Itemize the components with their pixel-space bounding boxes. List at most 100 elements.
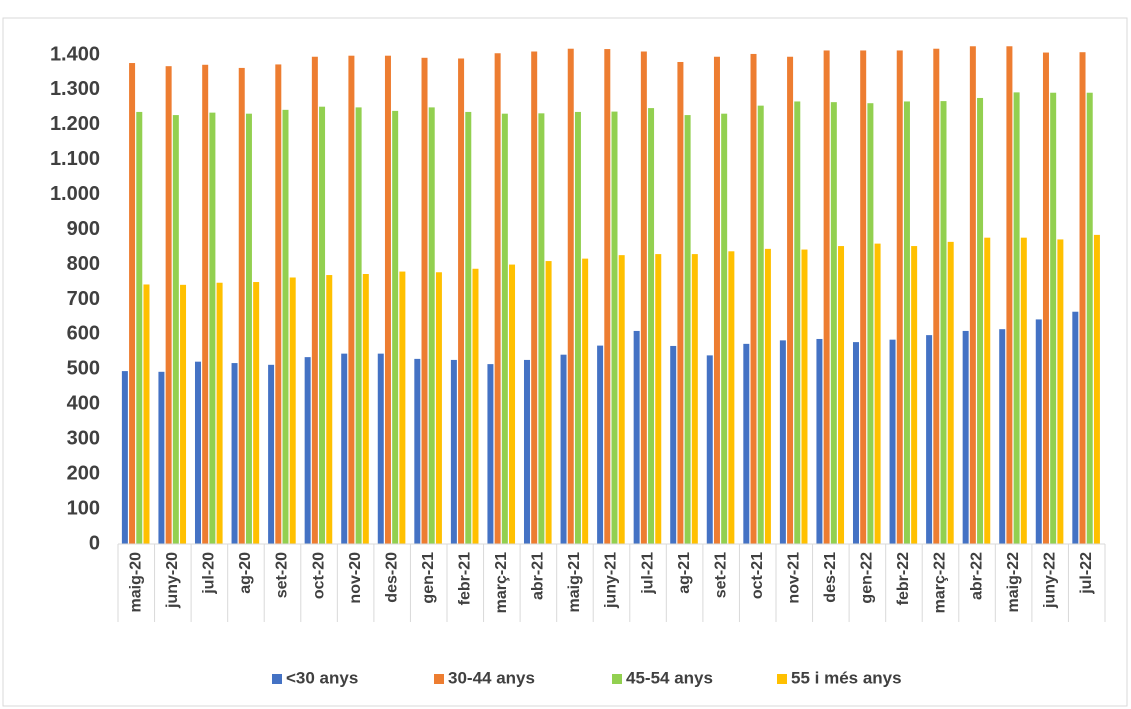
- bar: [750, 53, 757, 544]
- bar: [816, 338, 823, 544]
- bar: [245, 113, 252, 545]
- bar: [238, 67, 245, 544]
- bar: [911, 246, 918, 545]
- bar: [341, 353, 348, 544]
- bar: [926, 335, 933, 544]
- x-tick-label: set-21: [712, 552, 729, 598]
- bar: [867, 103, 874, 545]
- bar: [282, 109, 289, 544]
- bar: [713, 56, 720, 544]
- bar: [597, 345, 604, 544]
- bar: [801, 249, 808, 545]
- x-tick-label: nov-20: [347, 552, 364, 604]
- bar: [1050, 92, 1057, 545]
- bar: [633, 330, 640, 544]
- x-tick-label: febr-22: [895, 552, 912, 605]
- bar: [1057, 239, 1064, 544]
- x-tick-label: juny-22: [1041, 552, 1058, 609]
- legend-swatch: [272, 674, 282, 684]
- bar: [640, 51, 647, 544]
- bar: [670, 345, 677, 544]
- bar: [209, 112, 216, 544]
- x-tick-label: febr-21: [456, 552, 473, 605]
- bar: [450, 359, 457, 544]
- bar: [501, 113, 508, 545]
- bar: [545, 261, 552, 544]
- legend-label: 55 i més anys: [791, 668, 902, 687]
- legend-swatch: [434, 674, 444, 684]
- x-tick-label: jul-21: [639, 552, 656, 595]
- y-tick-label: 1.200: [50, 113, 100, 135]
- bar: [604, 49, 611, 545]
- x-tick-label: oct-20: [310, 552, 327, 599]
- x-tick-label: gen-21: [420, 552, 437, 604]
- bar: [1035, 319, 1042, 544]
- bar: [757, 105, 764, 545]
- bar: [326, 275, 333, 544]
- bar: [874, 243, 881, 544]
- bar: [706, 355, 713, 544]
- bar: [143, 284, 150, 544]
- x-tick-label: abr-21: [530, 552, 547, 600]
- bar: [611, 111, 618, 544]
- bar: [779, 340, 786, 544]
- bar: [377, 353, 384, 544]
- x-tick-label: des-20: [383, 552, 400, 603]
- bar: [947, 241, 954, 544]
- y-tick-label: 500: [67, 358, 100, 380]
- bar: [1086, 92, 1093, 545]
- y-tick-label: 800: [67, 253, 100, 275]
- bar: [129, 63, 136, 545]
- bar: [1079, 52, 1086, 544]
- bar: [531, 51, 538, 544]
- legend-label: 45-54 anys: [626, 668, 713, 687]
- y-tick-label: 300: [67, 427, 100, 449]
- bar: [311, 56, 318, 544]
- bar: [684, 115, 691, 544]
- y-tick-label: 1.000: [50, 183, 100, 205]
- bar: [494, 53, 501, 544]
- bar: [933, 48, 940, 544]
- bar: [889, 339, 896, 544]
- legend-swatch: [777, 674, 787, 684]
- bar: [523, 359, 530, 544]
- x-tick-label: març-22: [932, 552, 949, 613]
- bar: [1020, 237, 1027, 544]
- bar: [860, 50, 867, 544]
- y-tick-label: 700: [67, 288, 100, 310]
- legend-label: <30 anys: [286, 668, 358, 687]
- x-tick-label: ag-20: [237, 552, 254, 594]
- bar: [472, 268, 479, 544]
- bar: [384, 55, 391, 544]
- bar: [458, 58, 465, 544]
- bar: [940, 101, 947, 544]
- y-tick-label: 100: [67, 497, 100, 519]
- bar: [509, 264, 516, 544]
- bar: [823, 50, 830, 544]
- x-tick-label: maig-22: [1005, 552, 1022, 613]
- bar: [648, 108, 655, 544]
- bar: [165, 66, 172, 545]
- chart-frame: [2, 17, 1128, 707]
- bar: [304, 357, 311, 544]
- bar: [852, 342, 859, 544]
- bar: [231, 363, 238, 544]
- bar: [172, 115, 179, 544]
- bar: [999, 329, 1006, 544]
- bar: [202, 64, 209, 544]
- bar: [465, 111, 472, 545]
- x-tick-label: gen-22: [859, 552, 876, 604]
- bar: [392, 110, 399, 544]
- bar: [896, 50, 903, 544]
- x-tick-label: maig-20: [127, 552, 144, 613]
- bar: [1013, 92, 1020, 545]
- bar: [969, 46, 976, 545]
- x-tick-label: abr-22: [968, 552, 985, 600]
- bar: [691, 254, 698, 545]
- bar: [1093, 234, 1100, 544]
- bar: [721, 113, 728, 545]
- bar: [194, 361, 201, 544]
- bar: [728, 251, 735, 544]
- bar: [618, 255, 625, 544]
